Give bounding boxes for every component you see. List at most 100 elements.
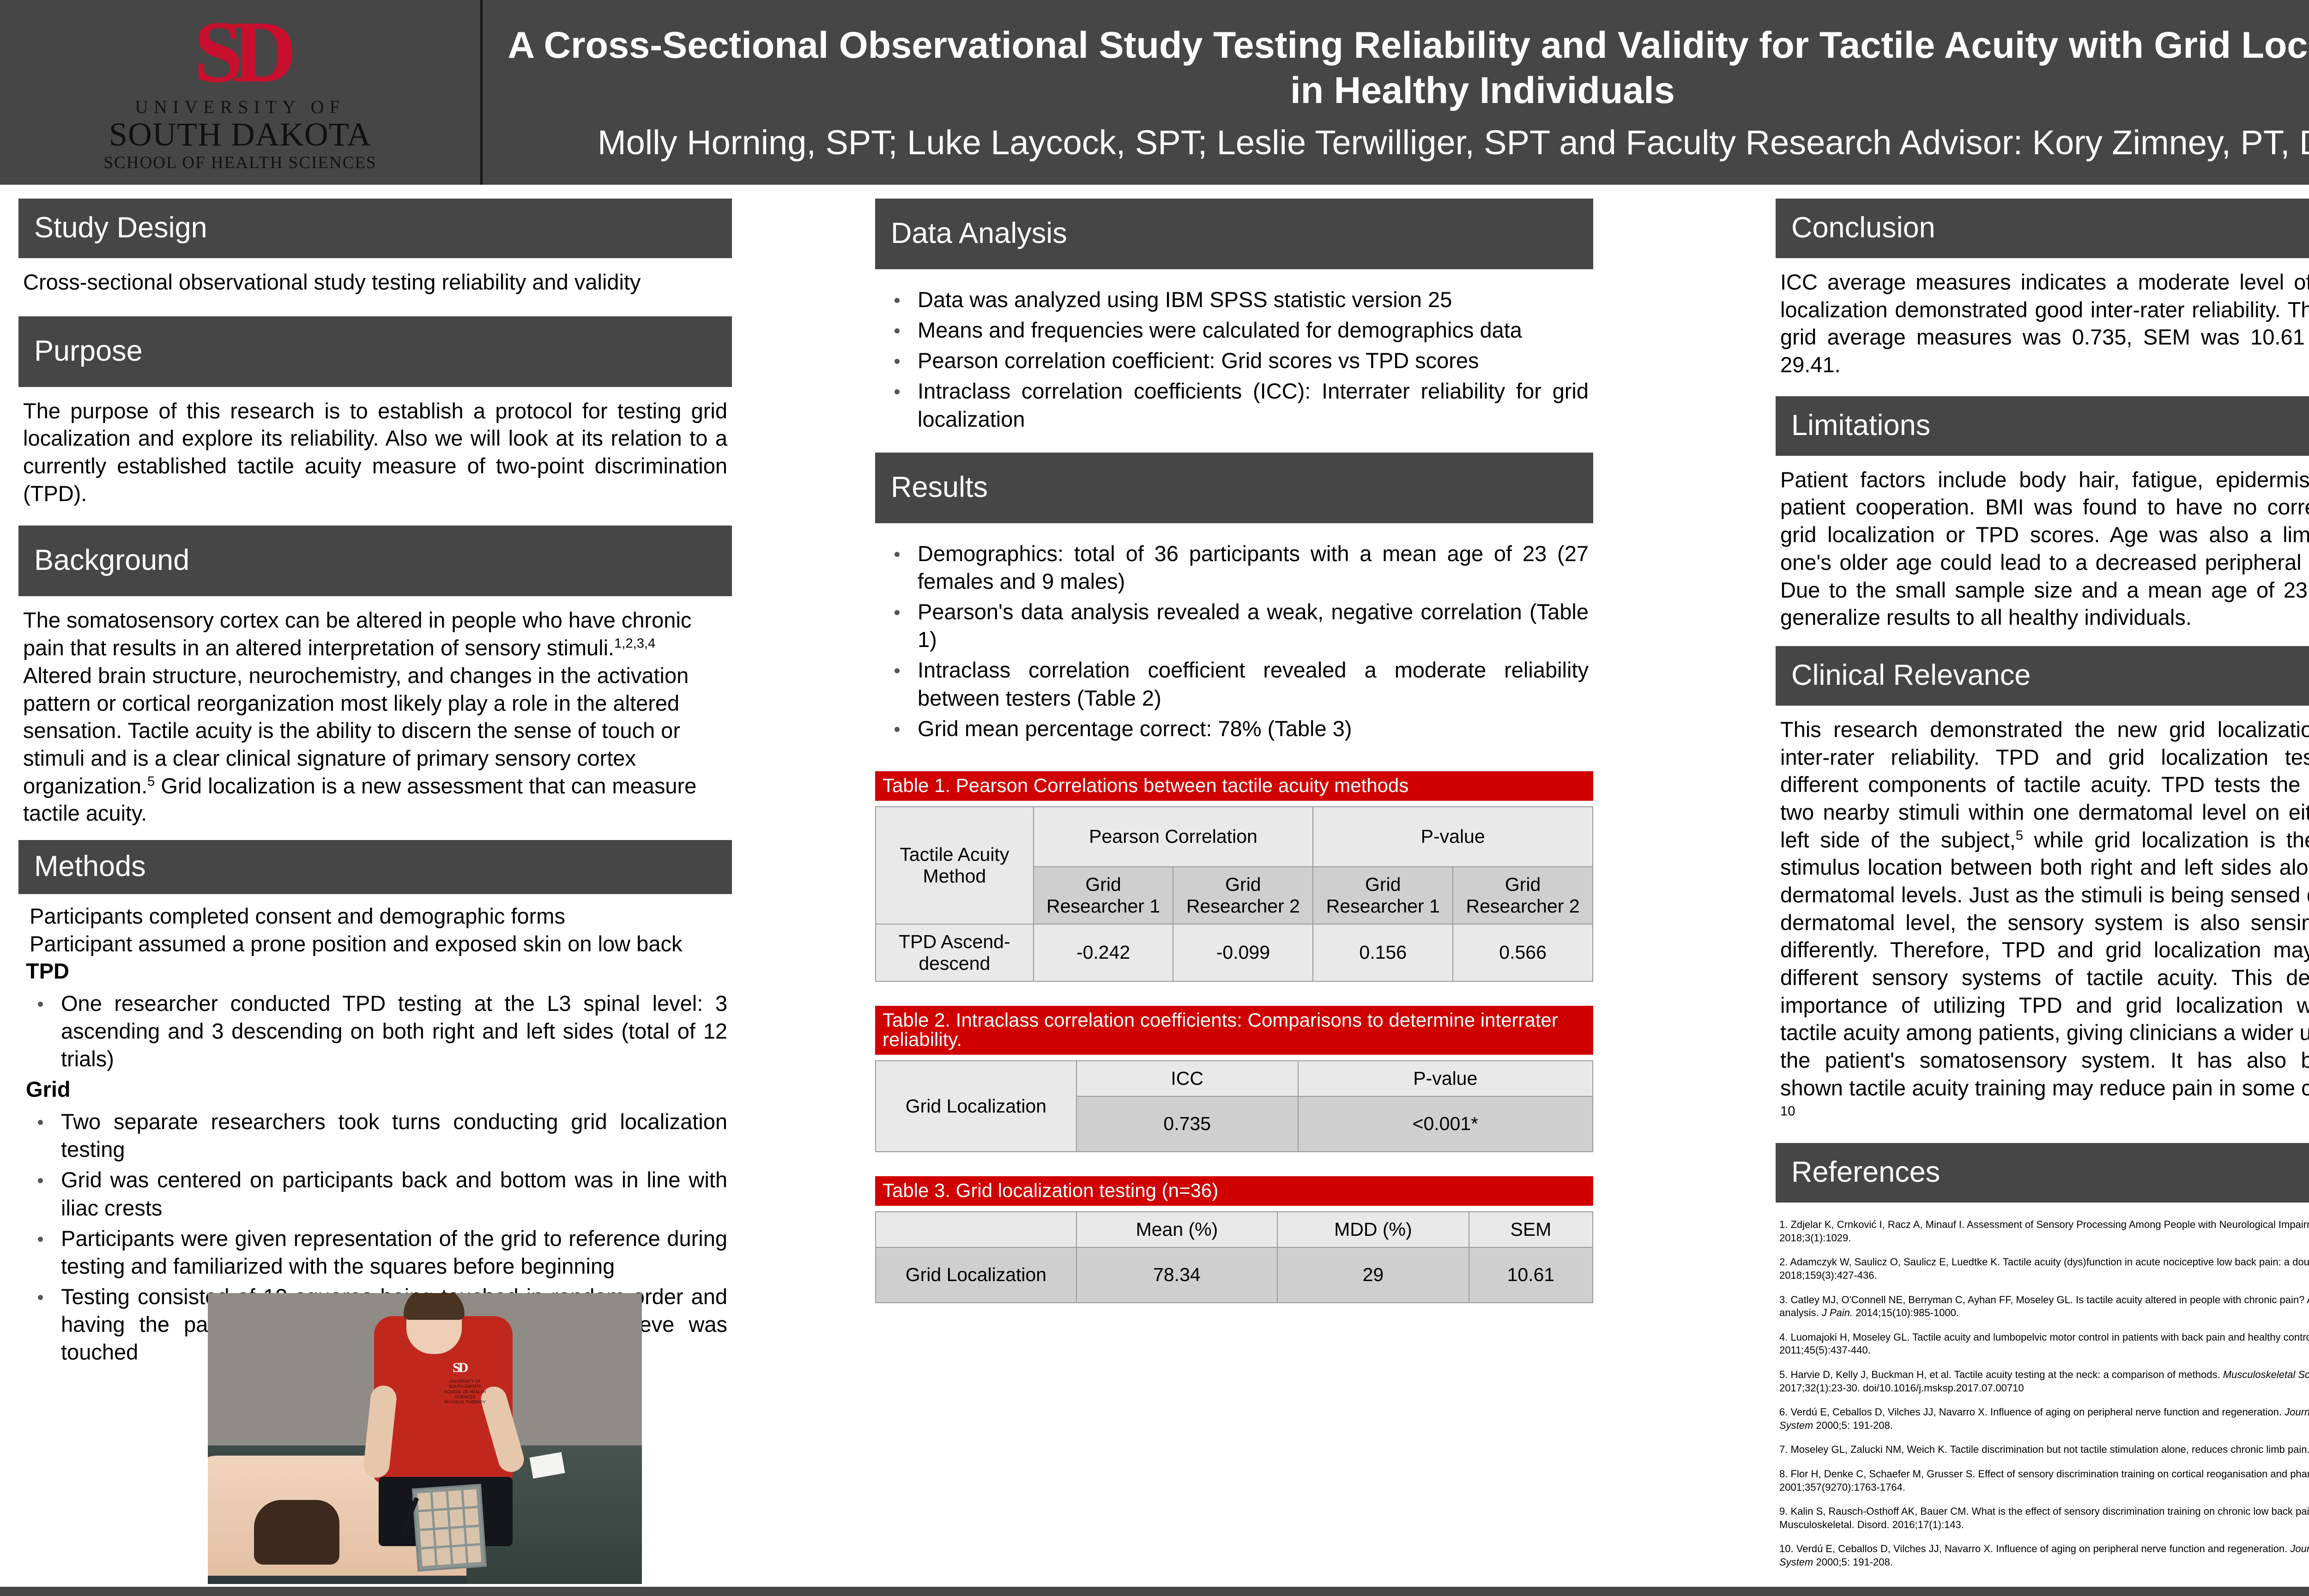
table-3-column-header-2: MDD (%) bbox=[1277, 1211, 1469, 1248]
reference-item: 8. Flor H, Denke C, Schaefer M, Grusser … bbox=[1779, 1468, 2309, 1493]
table-2-column-header-2: P-value bbox=[1297, 1060, 1594, 1097]
section-heading-data-analysis: Data Analysis bbox=[875, 199, 1593, 269]
table-1-caption: Table 1. Pearson Correlations between ta… bbox=[875, 771, 1593, 801]
table-3-column-header-0 bbox=[875, 1211, 1077, 1248]
table-3-cell: 10.61 bbox=[1468, 1246, 1594, 1303]
table-2-row-header: Grid Localization bbox=[875, 1060, 1077, 1152]
table-1-row-label: TPD Ascend-descend bbox=[875, 923, 1034, 982]
section-heading-references: References bbox=[1776, 1143, 2309, 1203]
background-citation-2: 5 bbox=[147, 774, 155, 789]
conclusion-body: ICC average measures indicates a moderat… bbox=[1780, 270, 2309, 377]
list-item: Grid was centered on participants back a… bbox=[34, 1166, 727, 1221]
grid-localization-photo: SD UNIVERSITY OF SOUTH DAKOTA SCHOOL OF … bbox=[208, 1293, 642, 1584]
table-1-sub-header-1: Grid Researcher 1 bbox=[1033, 866, 1174, 925]
list-item: Intraclass correlation coefficient revea… bbox=[891, 656, 1589, 712]
table-2-block: Table 2. Intraclass correlation coeffici… bbox=[875, 1005, 1594, 1152]
table-1-cell: 0.566 bbox=[1452, 923, 1593, 982]
table-row: Grid Localization 78.34 29 10.61 bbox=[875, 1246, 1594, 1303]
table-3: Mean (%) MDD (%) SEM Grid Localization 7… bbox=[875, 1211, 1594, 1303]
table-2-cell: <0.001* bbox=[1297, 1095, 1594, 1152]
table-row: Tactile Acuity Method Pearson Correlatio… bbox=[875, 806, 1593, 925]
table-1: Tactile Acuity Method Pearson Correlatio… bbox=[875, 806, 1593, 982]
section-heading-methods: Methods bbox=[18, 840, 732, 894]
photo-shirt-text: UNIVERSITY OF SOUTH DAKOTA SCHOOL OF HEA… bbox=[444, 1379, 486, 1404]
reference-item: 1. Zdjelar K, Crnković I, Racz A, Minauf… bbox=[1779, 1219, 2309, 1244]
list-item: Demographics: total of 36 participants w… bbox=[891, 540, 1589, 595]
table-2-column-header-1: ICC bbox=[1076, 1060, 1299, 1097]
reference-item: 2. Adamczyk W, Saulicz O, Saulicz E, Lue… bbox=[1779, 1256, 2309, 1281]
table-1-cell: -0.099 bbox=[1173, 923, 1314, 982]
header-divider bbox=[480, 0, 483, 185]
table-1-sub-header-4: Grid Researcher 2 bbox=[1452, 866, 1593, 925]
background-citation-1: 1,2,3,4 bbox=[614, 636, 656, 651]
section-heading-results: Results bbox=[875, 452, 1593, 523]
background-body: The somatosensory cortex can be altered … bbox=[18, 605, 732, 827]
methods-intro-line-1: Participants completed consent and demog… bbox=[30, 903, 565, 928]
list-item: Data was analyzed using IBM SPSS statist… bbox=[891, 286, 1589, 314]
methods-intro-line-2: Participant assumed a prone position and… bbox=[30, 931, 683, 956]
table-3-cell: 78.34 bbox=[1076, 1246, 1278, 1303]
reference-item: 4. Luomajoki H, Moseley GL. Tactile acui… bbox=[1779, 1331, 2309, 1356]
table-3-cell: 29 bbox=[1277, 1246, 1469, 1303]
methods-tpd-label: TPD bbox=[26, 959, 69, 984]
purpose-body: The purpose of this research is to estab… bbox=[23, 398, 727, 506]
table-row: Grid Researcher 1 Grid Researcher 2 Grid… bbox=[876, 866, 1593, 925]
title-block: A Cross-Sectional Observational Study Te… bbox=[483, 0, 2309, 185]
list-item: Grid mean percentage correct: 78% (Table… bbox=[891, 715, 1589, 743]
table-row: Mean (%) MDD (%) SEM bbox=[875, 1211, 1594, 1248]
reference-item: 5. Harvie D, Kelly J, Buckman H, et al. … bbox=[1779, 1368, 2309, 1394]
table-1-group-header-2: P-value bbox=[1312, 806, 1593, 867]
background-text-2: Altered brain structure, neurochemistry,… bbox=[23, 663, 689, 798]
background-text-1: The somatosensory cortex can be altered … bbox=[23, 608, 692, 660]
reference-item: 9. Kalin S, Rausch-Osthoff AK, Bauer CM.… bbox=[1779, 1505, 2309, 1530]
limitations-text-1: Patient factors include body hair, fatig… bbox=[1780, 467, 2309, 574]
clinical-relevance-citation-1: 5 bbox=[2015, 828, 2023, 843]
author-list: Molly Horning, SPT; Luke Laycock, SPT; L… bbox=[597, 123, 2309, 162]
list-item: Means and frequencies were calculated fo… bbox=[891, 316, 1589, 344]
table-1-sub-header-2: Grid Researcher 2 bbox=[1173, 866, 1314, 925]
clinical-relevance-citation-2: 5, 7, 8, 9, 10 bbox=[1780, 1103, 1795, 1118]
table-3-caption: Table 3. Grid localization testing (n=36… bbox=[875, 1176, 1593, 1206]
methods-grid-label: Grid bbox=[26, 1077, 71, 1102]
reference-item: 7. Moseley GL, Zalucki NM, Weich K. Tact… bbox=[1779, 1444, 2309, 1456]
reference-item: 3. Catley MJ, O'Connell NE, Berryman C, … bbox=[1779, 1294, 2309, 1319]
logo-school-of-health-sciences: SCHOOL OF HEALTH SCIENCES bbox=[103, 153, 377, 172]
list-item: Two separate researchers took turns cond… bbox=[34, 1108, 727, 1163]
section-heading-limitations: Limitations bbox=[1776, 396, 2309, 456]
table-3-column-header-1: Mean (%) bbox=[1076, 1211, 1278, 1248]
references-list: 1. Zdjelar K, Crnković I, Racz A, Minauf… bbox=[1776, 1211, 2309, 1569]
table-row: 0.735 <0.001* bbox=[876, 1095, 1594, 1152]
logo-university-of: UNIVERSITY OF bbox=[135, 96, 345, 117]
page-title: A Cross-Sectional Observational Study Te… bbox=[508, 24, 2309, 112]
table-1-block: Table 1. Pearson Correlations between ta… bbox=[875, 771, 1593, 982]
table-1-cell: -0.242 bbox=[1033, 923, 1174, 982]
sd-monogram-icon: SD bbox=[194, 4, 296, 101]
list-item: Intraclass correlation coefficients (ICC… bbox=[891, 377, 1589, 433]
list-item: Participants were given representation o… bbox=[34, 1225, 727, 1280]
section-heading-conclusion: Conclusion bbox=[1776, 199, 2309, 258]
results-bullets: Demographics: total of 36 participants w… bbox=[875, 535, 1593, 743]
list-item: One researcher conducted TPD testing at … bbox=[34, 990, 727, 1073]
limitations-body: Patient factors include body hair, fatig… bbox=[1776, 464, 2309, 631]
clinical-relevance-text-2: while grid localization is the sense of … bbox=[1780, 827, 2309, 1100]
footer-bar bbox=[0, 1587, 2309, 1596]
table-1-row-header: Tactile Acuity Method bbox=[875, 806, 1034, 925]
photo-researcher-hair bbox=[404, 1293, 465, 1320]
list-item: Pearson's data analysis revealed a weak,… bbox=[891, 598, 1589, 653]
table-3-row-label: Grid Localization bbox=[875, 1246, 1077, 1303]
table-3-block: Table 3. Grid localization testing (n=36… bbox=[875, 1176, 1594, 1303]
data-analysis-bullets: Data was analyzed using IBM SPSS statist… bbox=[875, 281, 1593, 433]
background-text-3: Grid localization is a new assessment th… bbox=[23, 773, 697, 826]
table-row: Grid Localization ICC P-value bbox=[875, 1060, 1594, 1152]
left-column: Study Design Cross-sectional observation… bbox=[18, 199, 732, 1369]
table-1-group-header-1: Pearson Correlation bbox=[1033, 806, 1314, 867]
table-3-column-header-3: SEM bbox=[1468, 1211, 1594, 1248]
reference-item: 6. Verdú E, Ceballos D, Vilches JJ, Nava… bbox=[1779, 1406, 2309, 1431]
table-row: TPD Ascend-descend -0.242 -0.099 0.156 0… bbox=[875, 923, 1593, 982]
section-heading-clinical-relevance: Clinical Relevance bbox=[1776, 646, 2309, 706]
limitations-text-2: Due to the small sample size and a mean … bbox=[1780, 577, 2309, 630]
section-heading-purpose: Purpose bbox=[18, 316, 732, 387]
university-logo: SD UNIVERSITY OF SOUTH DAKOTA SCHOOL OF … bbox=[0, 0, 480, 185]
methods-body: Participants completed consent and demog… bbox=[18, 902, 732, 1366]
